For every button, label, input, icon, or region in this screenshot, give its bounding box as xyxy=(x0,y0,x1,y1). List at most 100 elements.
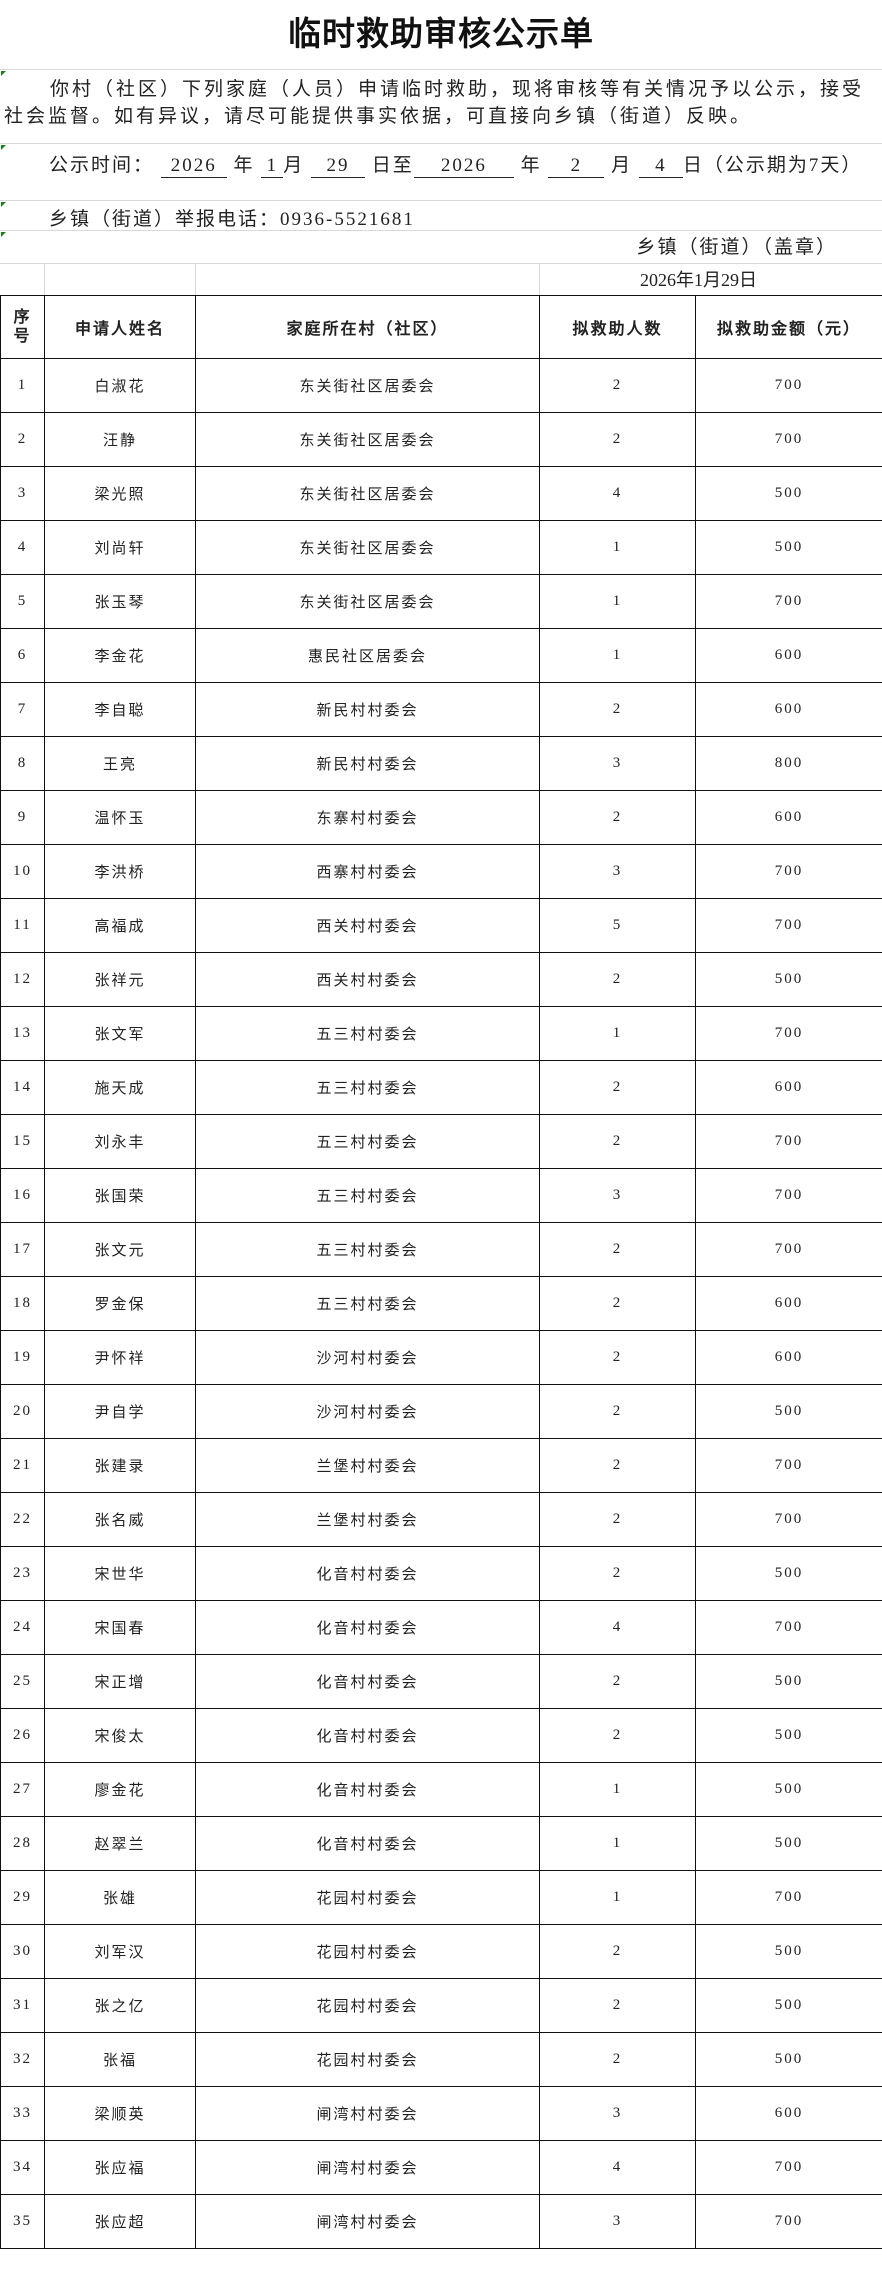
header-village: 家庭所在村（社区） xyxy=(195,295,540,359)
cell-people: 3 xyxy=(539,1168,696,1223)
cell-village: 兰堡村村委会 xyxy=(195,1492,540,1547)
header-amount: 拟救助金额（元） xyxy=(695,295,882,359)
notice-date: 2026年1月29日 xyxy=(640,270,757,290)
cell-people: 3 xyxy=(539,2194,696,2249)
cell-seq: 9 xyxy=(0,790,45,845)
cell-people: 2 xyxy=(539,1924,696,1979)
cell-name: 张雄 xyxy=(44,1870,196,1925)
cell-people: 1 xyxy=(539,574,696,629)
cell-seq: 34 xyxy=(0,2140,45,2195)
seal-line: 乡镇（街道）（盖章） xyxy=(0,231,882,264)
cell-marker-icon xyxy=(1,71,6,76)
table-row: 12 张祥元 西关村村委会 2 500 xyxy=(0,952,882,1007)
cell-village: 化音村村委会 xyxy=(195,1816,540,1871)
cell-people: 1 xyxy=(539,628,696,683)
cell-people: 4 xyxy=(539,1600,696,1655)
cell-seq: 10 xyxy=(0,844,45,899)
cell-seq: 7 xyxy=(0,682,45,737)
cell-people: 2 xyxy=(539,1114,696,1169)
header-seq: 序号 xyxy=(0,295,45,359)
cell-people: 2 xyxy=(539,1330,696,1385)
cell-village: 沙河村村委会 xyxy=(195,1330,540,1385)
cell-people: 1 xyxy=(539,1816,696,1871)
cell-seq: 1 xyxy=(0,358,45,413)
cell-name: 汪静 xyxy=(44,412,196,467)
cell-amount: 500 xyxy=(695,1978,882,2033)
cell-village: 惠民社区居委会 xyxy=(195,628,540,683)
cell-amount: 700 xyxy=(695,2140,882,2195)
cell-seq: 13 xyxy=(0,1006,45,1061)
table-row: 32 张福 花园村村委会 2 500 xyxy=(0,2032,882,2087)
cell-seq: 27 xyxy=(0,1762,45,1817)
cell-name: 刘尚轩 xyxy=(44,520,196,575)
cell-seq: 30 xyxy=(0,1924,45,1979)
cell-amount: 600 xyxy=(695,790,882,845)
cell-village: 五三村村委会 xyxy=(195,1060,540,1115)
cell-amount: 700 xyxy=(695,844,882,899)
start-day: 29 xyxy=(311,155,366,178)
cell-village: 新民村村委会 xyxy=(195,682,540,737)
cell-amount: 700 xyxy=(695,1492,882,1547)
cell-people: 4 xyxy=(539,2140,696,2195)
cell-village: 化音村村委会 xyxy=(195,1546,540,1601)
table-row: 15 刘永丰 五三村村委会 2 700 xyxy=(0,1114,882,1169)
cell-people: 2 xyxy=(539,1060,696,1115)
cell-name: 张福 xyxy=(44,2032,196,2087)
cell-name: 李金花 xyxy=(44,628,196,683)
table-row: 18 罗金保 五三村村委会 2 600 xyxy=(0,1276,882,1331)
cell-seq: 26 xyxy=(0,1708,45,1763)
cell-seq: 25 xyxy=(0,1654,45,1709)
table-row: 10 李洪桥 西寨村村委会 3 700 xyxy=(0,844,882,899)
year-char: 年 xyxy=(520,155,542,176)
table-row: 3 梁光照 东关街社区居委会 4 500 xyxy=(0,466,882,521)
cell-amount: 600 xyxy=(695,682,882,737)
cell-name: 高福成 xyxy=(44,898,196,953)
year-char: 年 xyxy=(233,155,255,176)
table-row: 34 张应福 闸湾村村委会 4 700 xyxy=(0,2140,882,2195)
cell-seq: 6 xyxy=(0,628,45,683)
page-title: 临时救助审核公示单 xyxy=(0,0,882,70)
cell-seq: 23 xyxy=(0,1546,45,1601)
table-row: 9 温怀玉 东寨村村委会 2 600 xyxy=(0,790,882,845)
cell-amount: 700 xyxy=(695,898,882,953)
cell-name: 宋国春 xyxy=(44,1600,196,1655)
cell-amount: 700 xyxy=(695,2194,882,2249)
cell-name: 温怀玉 xyxy=(44,790,196,845)
cell-seq: 29 xyxy=(0,1870,45,1925)
cell-people: 4 xyxy=(539,466,696,521)
cell-amount: 700 xyxy=(695,1438,882,1493)
grid-divider xyxy=(44,264,45,296)
report-phone: 乡镇（街道）举报电话：0936-5521681 xyxy=(0,201,882,231)
cell-people: 2 xyxy=(539,1708,696,1763)
table-row: 29 张雄 花园村村委会 1 700 xyxy=(0,1870,882,1925)
cell-seq: 2 xyxy=(0,412,45,467)
cell-seq: 21 xyxy=(0,1438,45,1493)
cell-amount: 700 xyxy=(695,1870,882,1925)
table-row: 21 张建录 兰堡村村委会 2 700 xyxy=(0,1438,882,1493)
table-row: 14 施天成 五三村村委会 2 600 xyxy=(0,1060,882,1115)
cell-name: 王亮 xyxy=(44,736,196,791)
cell-amount: 500 xyxy=(695,1654,882,1709)
cell-amount: 700 xyxy=(695,358,882,413)
header-seq-text: 序号 xyxy=(13,309,32,345)
cell-people: 2 xyxy=(539,1978,696,2033)
cell-amount: 500 xyxy=(695,1384,882,1439)
table-row: 28 赵翠兰 化音村村委会 1 500 xyxy=(0,1816,882,1871)
cell-amount: 500 xyxy=(695,952,882,1007)
cell-village: 五三村村委会 xyxy=(195,1114,540,1169)
cell-amount: 600 xyxy=(695,2086,882,2141)
table-row: 11 高福成 西关村村委会 5 700 xyxy=(0,898,882,953)
cell-village: 化音村村委会 xyxy=(195,1708,540,1763)
cell-amount: 600 xyxy=(695,1276,882,1331)
table-row: 19 尹怀祥 沙河村村委会 2 600 xyxy=(0,1330,882,1385)
cell-amount: 700 xyxy=(695,1222,882,1277)
cell-name: 李自聪 xyxy=(44,682,196,737)
table-row: 1 白淑花 东关街社区居委会 2 700 xyxy=(0,358,882,413)
cell-amount: 500 xyxy=(695,1816,882,1871)
grid-divider xyxy=(539,264,540,296)
cell-village: 沙河村村委会 xyxy=(195,1384,540,1439)
end-month: 2 xyxy=(548,155,605,178)
cell-village: 五三村村委会 xyxy=(195,1222,540,1277)
cell-village: 花园村村委会 xyxy=(195,1924,540,1979)
